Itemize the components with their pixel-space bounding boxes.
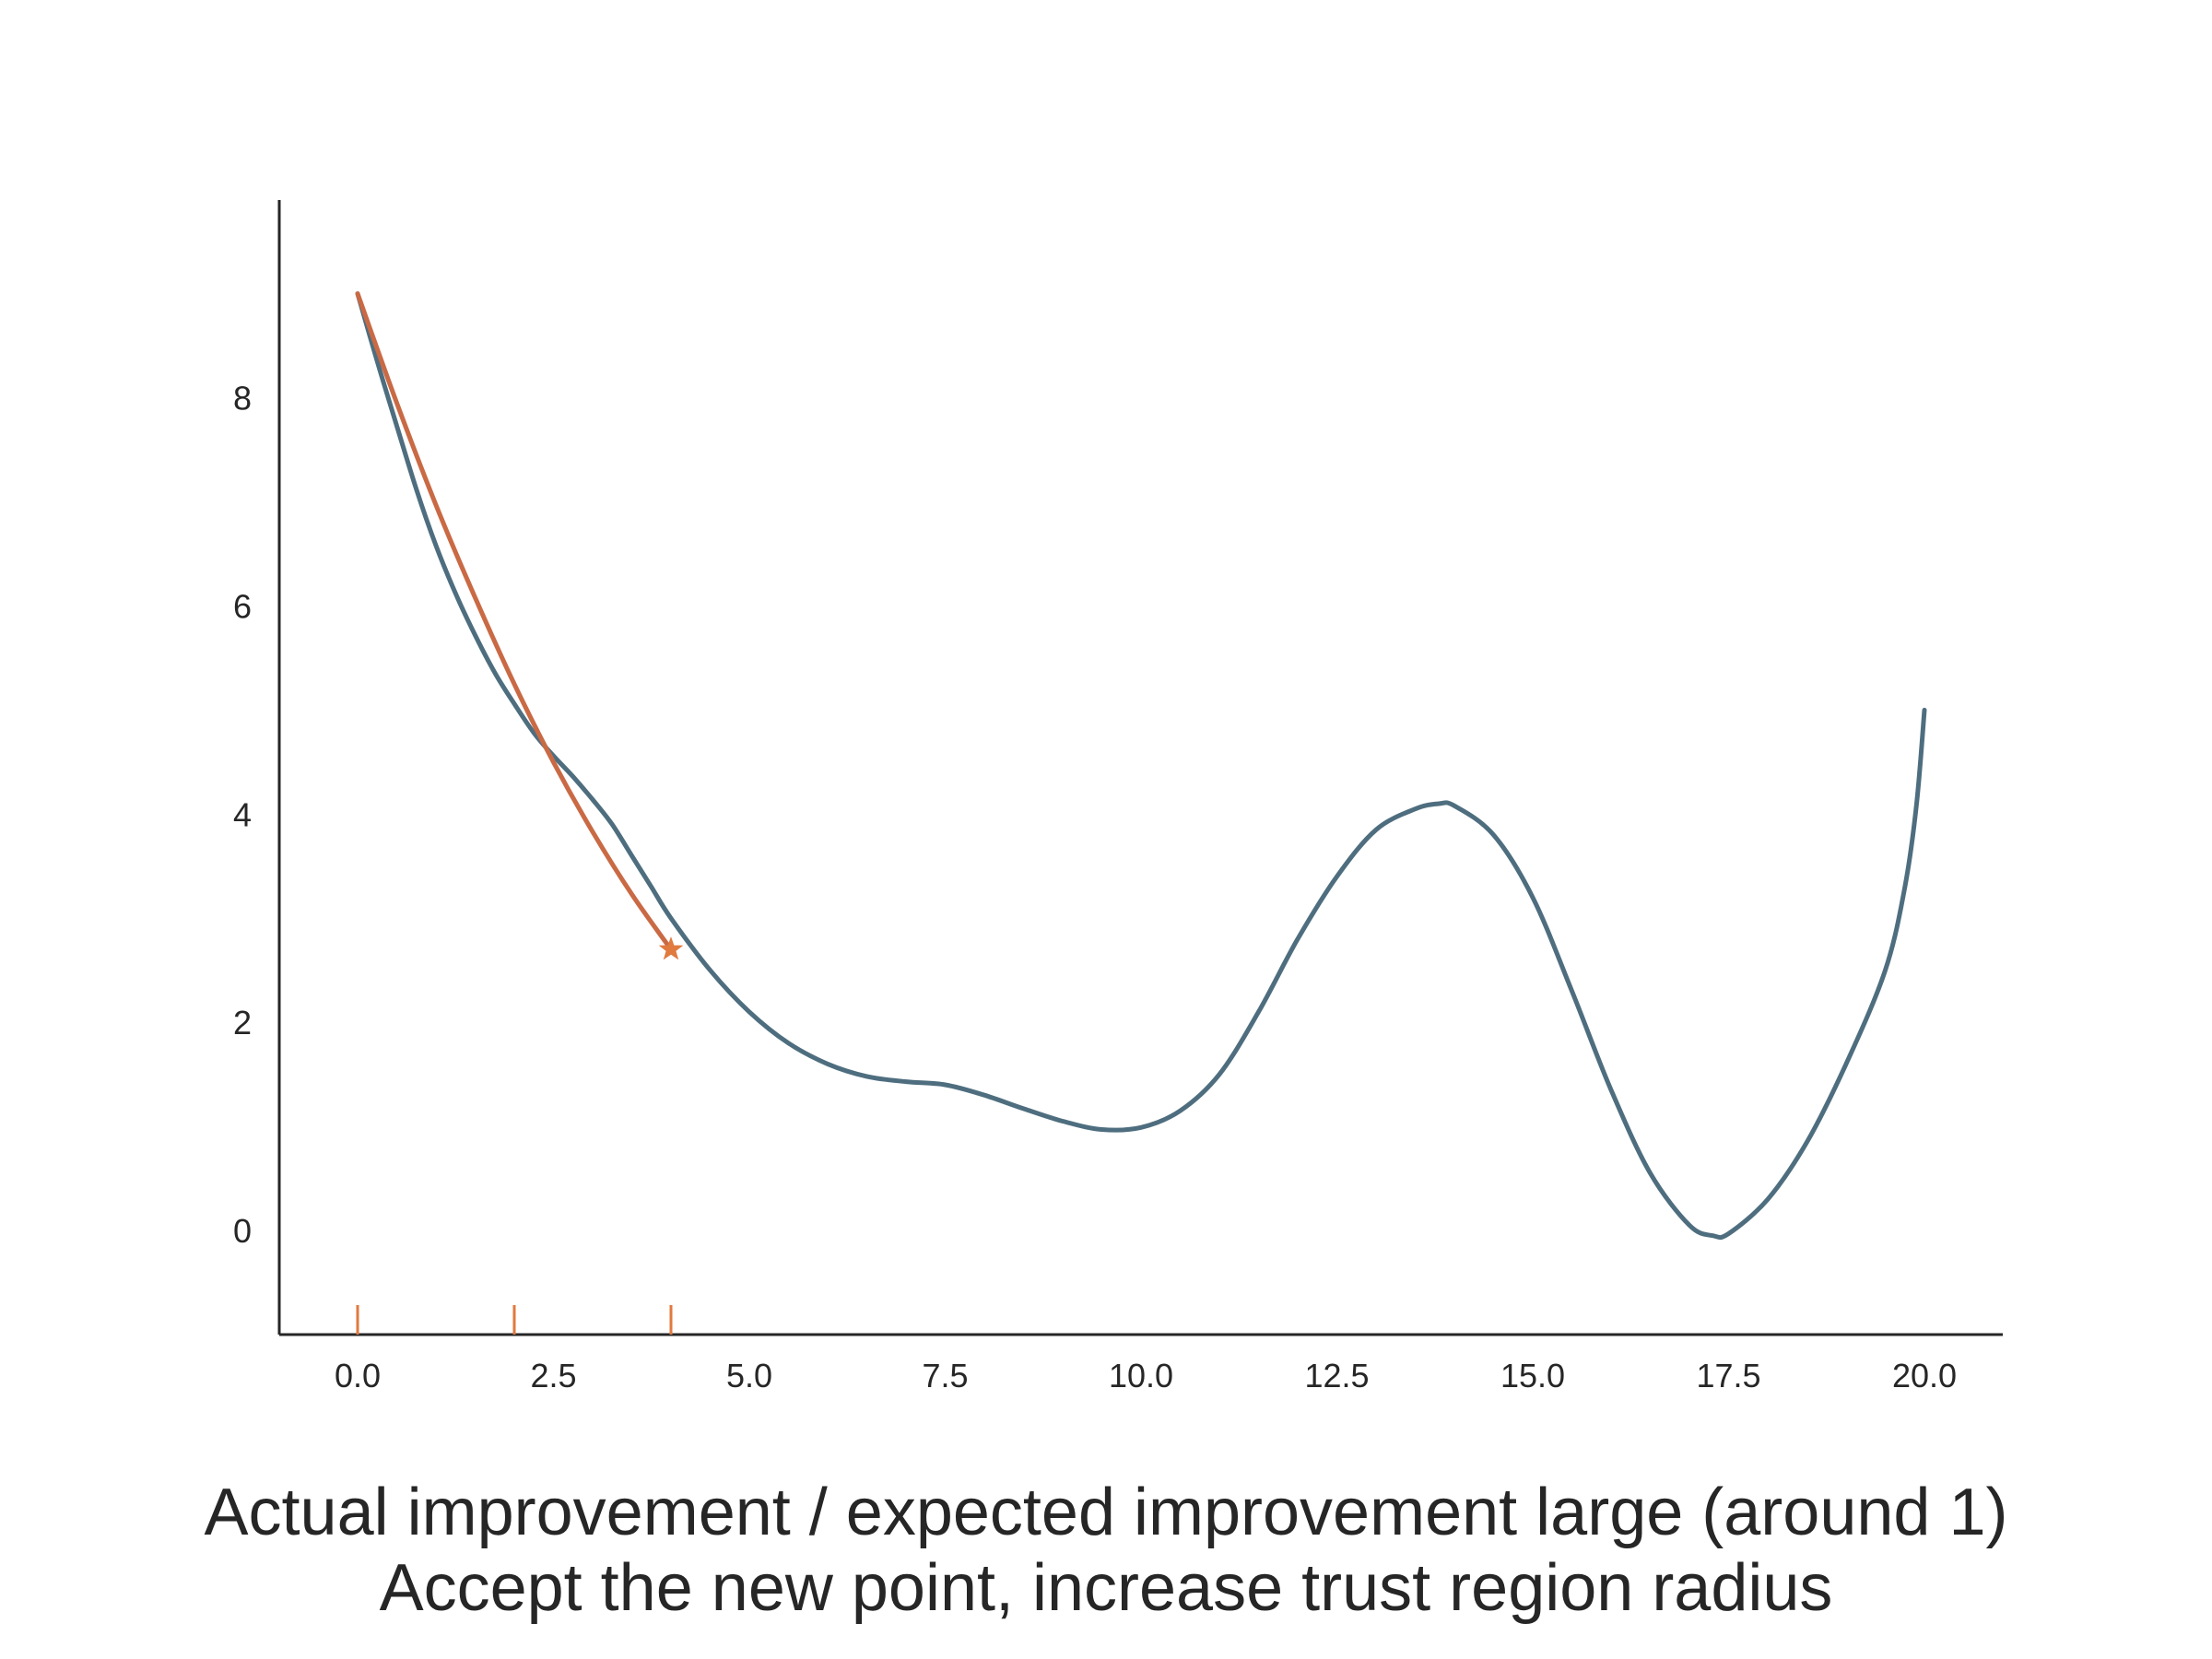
caption-line-2: Accept the new point, increase trust reg… [379,1551,1833,1625]
caption-line-1: Actual improvement / expected improvemen… [204,1476,2008,1549]
rug-ticks [356,1305,673,1335]
y-tick-labels: 0 2 4 6 8 [233,380,252,1250]
quadratic-model-line [355,291,674,952]
objective-line [355,291,1927,1241]
x-tick-labels: 0.0 2.5 5.0 7.5 10.0 12.5 15.0 17.5 20.0 [335,1357,1957,1394]
x-tick-label: 17.5 [1696,1357,1760,1394]
x-tick-label: 0.0 [335,1357,381,1394]
x-tick-label: 5.0 [726,1357,772,1394]
x-tick-label: 2.5 [530,1357,576,1394]
y-tick-label: 2 [233,1004,252,1041]
x-tick-label: 12.5 [1304,1357,1369,1394]
star-marker [658,936,684,960]
x-tick-label: 7.5 [922,1357,968,1394]
marker-group [658,936,684,960]
x-tick-label: 20.0 [1892,1357,1957,1394]
series-group [355,291,1927,1241]
x-tick-label: 10.0 [1109,1357,1173,1394]
y-tick-label: 8 [233,380,252,418]
y-tick-label: 4 [233,795,252,833]
y-tick-label: 0 [233,1212,252,1250]
x-tick-label: 15.0 [1500,1357,1565,1394]
axes [277,200,2003,1336]
y-tick-label: 6 [233,587,252,625]
